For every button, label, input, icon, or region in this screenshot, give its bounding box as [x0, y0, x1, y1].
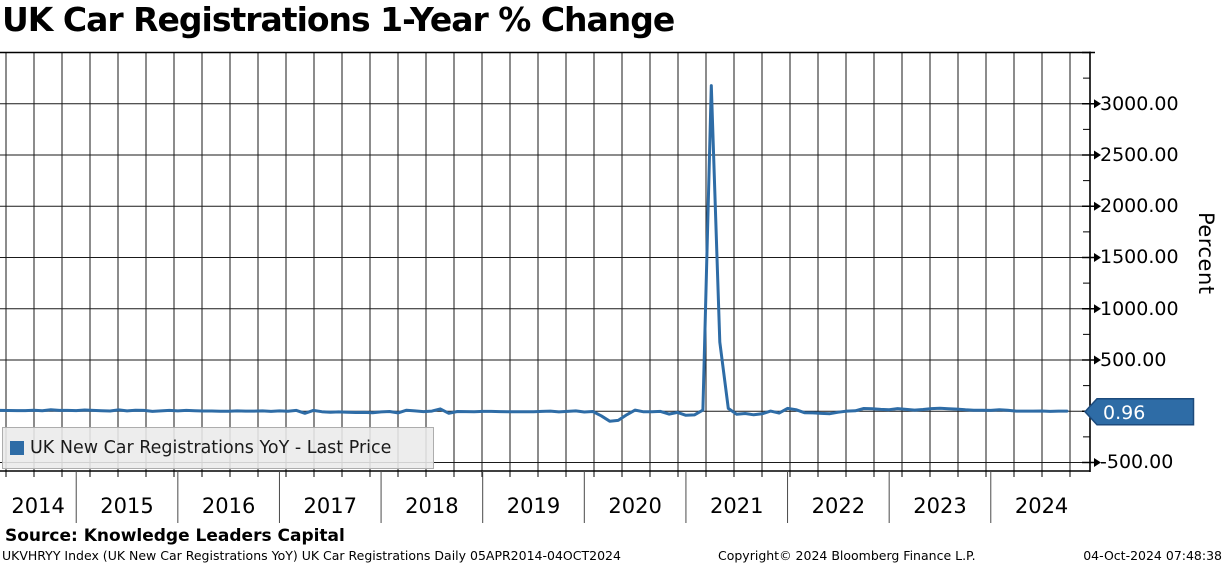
x-year-label: 2017 [303, 494, 357, 518]
legend[interactable]: UK New Car Registrations YoY - Last Pric… [2, 427, 434, 469]
y-tick-label: -500.00 [1100, 451, 1174, 474]
y-axis-title: Percent [1194, 212, 1218, 295]
y-tick-label: 2500.00 [1100, 143, 1179, 166]
x-year-label: 2024 [1014, 494, 1069, 518]
x-year-label: 2015 [100, 494, 154, 518]
last-price-value: 0.96 [1103, 402, 1145, 424]
y-tick-label: 500.00 [1100, 348, 1167, 371]
y-tick-label: 1500.00 [1100, 246, 1179, 269]
x-year-label: 2020 [608, 494, 662, 518]
price-line-series [0, 84, 1069, 423]
source-note: Source: Knowledge Leaders Capital [5, 526, 345, 546]
x-year-label: 2016 [201, 494, 256, 518]
x-year-label: 2022 [811, 494, 866, 518]
y-tick-label: 3000.00 [1100, 92, 1179, 115]
x-year-label: 2014 [11, 494, 65, 518]
gridlines [0, 52, 1090, 471]
last-price-badge-shape [1083, 397, 1195, 426]
x-year-label: 2023 [913, 494, 967, 518]
legend-label: UK New Car Registrations YoY - Last Pric… [30, 438, 392, 458]
y-tick-label: 2000.00 [1100, 195, 1179, 218]
y-tick-label: 1000.00 [1100, 297, 1179, 320]
footer-ticker-info: UKVHRYY Index (UK New Car Registrations … [2, 548, 621, 563]
axes-and-ticks [0, 51, 1101, 523]
x-year-label: 2021 [710, 494, 764, 518]
x-year-label: 2019 [506, 494, 561, 518]
price-line [0, 84, 1069, 423]
last-price-badge[interactable]: 0.96 [1083, 397, 1195, 426]
footer-timestamp: 04-Oct-2024 07:48:38 [1083, 548, 1222, 563]
x-year-label: 2018 [405, 494, 459, 518]
chart-title: UK Car Registrations 1-Year % Change [2, 0, 675, 39]
legend-marker-icon [10, 441, 24, 455]
footer-copyright: Copyright© 2024 Bloomberg Finance L.P. [718, 548, 976, 563]
